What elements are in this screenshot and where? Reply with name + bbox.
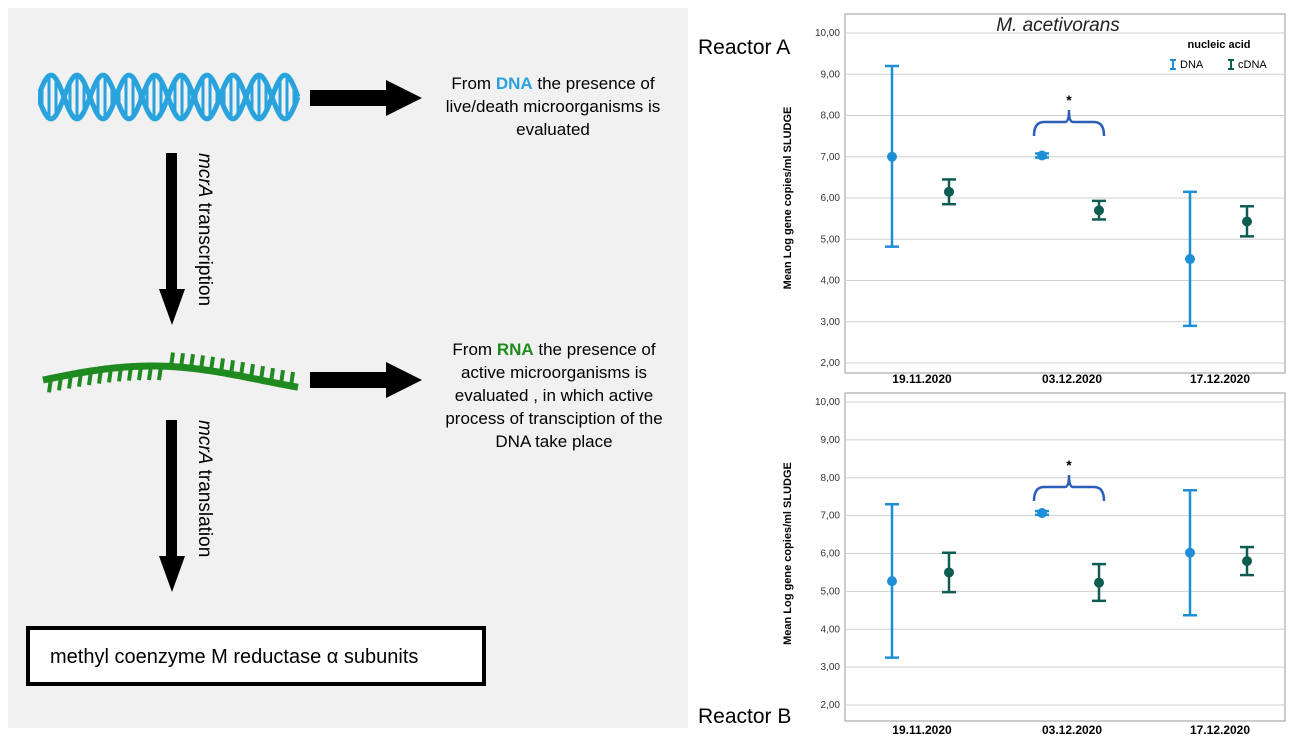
- y-axis-title: Mean Log gene copies/ml SLUDGE: [782, 462, 794, 645]
- chart-reactor-a: 2,00 3,00 4,00 5,00 6,00 7,00 8,00 9,00 10,00 19.…: [782, 13, 1286, 386]
- y-tick-label: 5,00: [821, 586, 841, 597]
- mean-point: [1037, 507, 1047, 518]
- y-tick-label: 3,00: [821, 317, 841, 328]
- y-tick-label: 2,00: [821, 700, 841, 711]
- y-tick-label: 9,00: [821, 435, 841, 446]
- x-category-label: 03.12.2020: [1042, 372, 1102, 386]
- mean-point: [944, 567, 954, 578]
- rna-base: [147, 365, 153, 381]
- dna-description: From DNA the presence of live/death micr…: [445, 74, 661, 139]
- x-category-label: 03.12.2020: [1042, 723, 1102, 737]
- dna-word: DNA: [495, 74, 533, 93]
- rna-base: [259, 365, 265, 381]
- chart-reactor-b: 2,00 3,00 4,00 5,00 6,00 7,00 8,00 9,00 10,00 19.…: [782, 392, 1286, 737]
- rna-base: [127, 366, 133, 381]
- protein-label: methyl coenzyme M reductase α subunits: [50, 646, 419, 668]
- y-tick-label: 4,00: [821, 276, 841, 287]
- rna-strand-icon: [42, 352, 299, 393]
- rna-base: [137, 365, 143, 381]
- y-tick-label: 6,00: [821, 193, 841, 204]
- rna-base: [189, 353, 195, 369]
- rna-base: [279, 369, 285, 385]
- rna-base: [57, 376, 63, 391]
- protein-box: methyl coenzyme M reductase α subunits: [26, 626, 486, 686]
- dna-helix-icon: [38, 72, 301, 122]
- plot-frame: [844, 392, 1286, 722]
- reactor-b-label: Reactor B: [698, 705, 792, 728]
- significance-marker: *: [1066, 457, 1072, 473]
- mean-point: [944, 186, 954, 197]
- rna-base: [77, 372, 83, 387]
- y-tick-label: 8,00: [821, 473, 841, 484]
- mean-point: [1094, 205, 1104, 216]
- rna-base: [209, 356, 215, 372]
- significance-marker: *: [1066, 92, 1072, 108]
- process-diagram-panel: From DNA the presence of live/death micr…: [8, 8, 688, 728]
- rna-word: RNA: [496, 340, 534, 359]
- mean-point: [1037, 150, 1047, 161]
- arrow-right-icon: [310, 80, 422, 116]
- plot-frame: [844, 13, 1286, 374]
- y-tick-label: 5,00: [821, 234, 841, 245]
- rna-description: From RNA the presence of active microorg…: [445, 340, 663, 451]
- rna-base: [67, 374, 73, 389]
- mean-point: [1242, 216, 1252, 227]
- x-category-label: 19.11.2020: [892, 723, 952, 737]
- mean-point: [887, 151, 897, 162]
- y-tick-label: 4,00: [821, 624, 841, 635]
- y-axis-title: Mean Log gene copies/ml SLUDGE: [782, 107, 794, 290]
- rna-base: [107, 368, 113, 383]
- rna-base: [97, 369, 103, 384]
- x-category-label: 17.12.2020: [1190, 723, 1250, 737]
- helix-strand: [38, 72, 301, 122]
- significance-bracket: [1032, 109, 1106, 137]
- rna-base: [219, 358, 225, 373]
- legend-label: cDNA: [1238, 59, 1267, 71]
- rna-base: [289, 371, 295, 387]
- y-tick-label: 6,00: [821, 549, 841, 560]
- y-tick-label: 8,00: [821, 111, 841, 122]
- mean-point: [1185, 254, 1195, 265]
- x-category-label: 19.11.2020: [892, 372, 952, 386]
- y-tick-label: 10,00: [815, 397, 840, 408]
- rna-base: [249, 363, 255, 379]
- rna-base: [47, 378, 53, 393]
- reactor-a-label: Reactor A: [698, 36, 791, 59]
- rna-base: [229, 359, 235, 375]
- rna-base: [269, 367, 275, 383]
- arrow-down-icon: [159, 420, 185, 592]
- y-tick-label: 7,00: [821, 511, 841, 522]
- chart-title: M. acetivorans: [996, 15, 1120, 36]
- mean-point: [1185, 547, 1195, 558]
- rna-base: [117, 367, 123, 382]
- rna-base: [169, 352, 175, 367]
- significance-bracket: [1032, 474, 1106, 502]
- y-tick-label: 10,00: [815, 28, 840, 39]
- legend-label: DNA: [1180, 59, 1204, 71]
- y-tick-label: 7,00: [821, 152, 841, 163]
- mean-point: [1094, 577, 1104, 588]
- rna-base: [87, 370, 93, 386]
- y-tick-label: 3,00: [821, 662, 841, 673]
- rna-base: [239, 361, 245, 377]
- y-tick-label: 2,00: [821, 358, 841, 369]
- mean-point: [1242, 556, 1252, 567]
- legend-title: nucleic acid: [1188, 39, 1251, 51]
- arrow-down-icon: [159, 153, 185, 325]
- x-category-label: 17.12.2020: [1190, 372, 1250, 386]
- y-tick-label: 9,00: [821, 69, 841, 80]
- rna-base: [179, 352, 185, 368]
- rna-base: [199, 355, 205, 370]
- rna-backbone: [42, 362, 299, 391]
- rna-base: [157, 365, 163, 381]
- mean-point: [887, 576, 897, 587]
- arrow-right-icon: [310, 362, 422, 398]
